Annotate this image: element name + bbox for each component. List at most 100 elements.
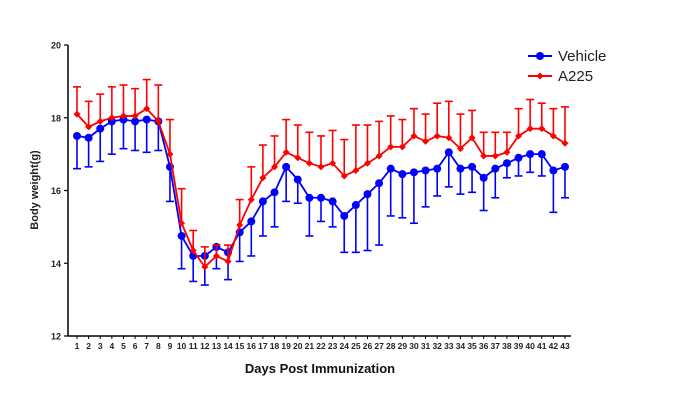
a225-point (201, 263, 209, 271)
a225-point (108, 114, 116, 122)
vehicle-point (479, 173, 488, 182)
x-tick-label: 11 (189, 341, 198, 351)
x-tick-label: 26 (363, 341, 373, 351)
a225-point (410, 132, 418, 140)
vehicle-point (456, 164, 465, 173)
x-tick-label: 23 (328, 341, 338, 351)
x-tick-label: 16 (247, 341, 257, 351)
a225-point (503, 148, 511, 156)
vehicle-point (363, 190, 372, 199)
x-tick-label: 42 (549, 341, 559, 351)
vehicle-point (107, 117, 116, 126)
vehicle-point (328, 197, 337, 206)
vehicle-point (409, 168, 418, 177)
x-tick-label: 13 (212, 341, 222, 351)
a225-point (178, 219, 186, 227)
a225-point (526, 125, 534, 133)
vehicle-point (514, 153, 523, 162)
x-tick-label: 18 (270, 341, 280, 351)
a225-point (85, 123, 93, 131)
a225-point (317, 163, 325, 171)
a225-point (271, 163, 279, 171)
vehicle-point (502, 159, 511, 168)
legend-vehicle-marker (536, 52, 544, 60)
vehicle-point (119, 115, 128, 124)
a225-point (375, 152, 383, 160)
a225-point (305, 159, 313, 167)
x-tick-label: 21 (305, 341, 315, 351)
a225-point (561, 139, 569, 147)
x-tick-label: 37 (491, 341, 501, 351)
y-tick-label: 20 (51, 41, 61, 51)
x-tick-label: 30 (409, 341, 419, 351)
a225-point (387, 143, 395, 151)
x-tick-label: 27 (374, 341, 384, 351)
vehicle-point (549, 166, 558, 175)
a225-point (480, 152, 488, 160)
a225-point (433, 132, 441, 140)
x-axis-label: Days Post Immunization (245, 361, 395, 376)
vehicle-point (351, 201, 360, 210)
vehicle-point (444, 148, 453, 157)
vehicle-point (177, 231, 186, 240)
vehicle-point (421, 166, 430, 175)
vehicle-point (561, 162, 569, 171)
x-tick-label: 35 (467, 341, 477, 351)
a225-point (236, 221, 244, 229)
a225-point (340, 172, 348, 180)
x-tick-label: 33 (444, 341, 454, 351)
a225-point (259, 174, 267, 182)
vehicle-point (375, 179, 384, 188)
y-tick-label: 12 (51, 332, 61, 342)
a225-point (363, 159, 371, 167)
x-tick-label: 22 (316, 341, 326, 351)
x-tick-label: 36 (479, 341, 489, 351)
vehicle-point (293, 175, 302, 184)
a225-point (224, 257, 232, 265)
a225-point (398, 143, 406, 151)
x-tick-label: 9 (168, 341, 173, 351)
vehicle-point (386, 164, 395, 173)
a225-point (329, 159, 337, 167)
y-axis-label: Body weight(g) (29, 150, 41, 230)
vehicle-point (142, 115, 151, 124)
a225-point (352, 166, 360, 174)
a225-point (166, 150, 174, 158)
x-tick-label: 5 (121, 341, 126, 351)
vehicle-point (247, 217, 256, 226)
a225-point (422, 137, 430, 145)
x-tick-label: 15 (235, 341, 245, 351)
a225-point (549, 132, 557, 140)
a225-point (491, 152, 499, 160)
a225-point (119, 112, 127, 120)
x-tick-label: 24 (340, 341, 350, 351)
x-tick-label: 25 (351, 341, 361, 351)
vehicle-point (433, 164, 442, 173)
x-tick-label: 4 (109, 341, 114, 351)
x-tick-label: 28 (386, 341, 396, 351)
vehicle-point (526, 150, 535, 159)
x-tick-label: 20 (293, 341, 303, 351)
vehicle-point (398, 170, 407, 179)
a225-point (212, 252, 220, 260)
x-tick-label: 32 (432, 341, 442, 351)
x-tick-label: 6 (133, 341, 138, 351)
vehicle-point (282, 162, 291, 171)
x-tick-label: 3 (98, 341, 103, 351)
a225-point (189, 247, 197, 255)
x-tick-label: 10 (177, 341, 187, 351)
x-tick-label: 31 (421, 341, 431, 351)
y-tick-label: 16 (51, 186, 61, 196)
a225-point (445, 134, 453, 142)
a225-point (154, 117, 162, 125)
a225-point (515, 132, 523, 140)
x-tick-label: 7 (144, 341, 149, 351)
a225-point (456, 145, 464, 153)
vehicle-point (468, 162, 477, 171)
a225-point (282, 148, 290, 156)
vehicle-point (317, 193, 325, 202)
vehicle-point (131, 117, 140, 126)
y-tick-label: 14 (51, 259, 61, 269)
x-tick-label: 39 (514, 341, 524, 351)
